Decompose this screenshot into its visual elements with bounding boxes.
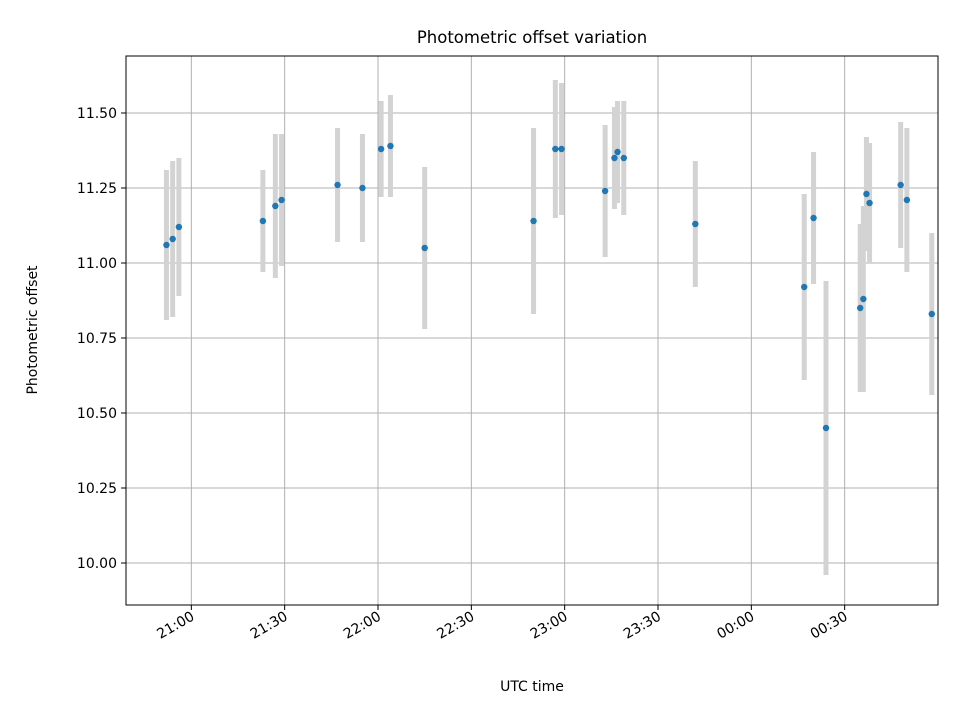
- data-point: [259, 217, 267, 225]
- data-point: [928, 310, 935, 318]
- y-tick-label: 10.50: [77, 406, 117, 422]
- data-point: [866, 199, 873, 207]
- x-axis-label: UTC time: [500, 679, 564, 695]
- data-point: [810, 214, 817, 222]
- data-point: [278, 196, 285, 204]
- data-point: [163, 241, 170, 249]
- data-point: [387, 142, 394, 150]
- data-point: [903, 196, 911, 204]
- y-tick-label: 11.00: [77, 256, 117, 272]
- data-point: [552, 145, 559, 153]
- data-point: [359, 184, 366, 192]
- data-point: [169, 235, 176, 243]
- data-point: [421, 244, 428, 252]
- data-point: [801, 283, 808, 291]
- y-axis-ticks: 10.00 10.25 10.50 10.75 11.00 11.25 11.50: [77, 106, 126, 572]
- data-point: [611, 154, 618, 162]
- data-point: [377, 145, 385, 153]
- data-point: [175, 223, 183, 231]
- plot-frame: [125, 55, 939, 606]
- data-point: [863, 190, 870, 198]
- y-tick-label: 11.50: [77, 106, 117, 122]
- data-point: [692, 220, 699, 228]
- y-axis-label: Photometric offset: [25, 265, 41, 395]
- data-point: [558, 145, 565, 153]
- data-point: [860, 295, 867, 303]
- data-point: [601, 187, 609, 195]
- data-points: [163, 142, 935, 432]
- data-point: [614, 148, 621, 156]
- y-tick-label: 11.25: [77, 181, 117, 197]
- data-point: [822, 424, 830, 432]
- y-tick-label: 10.25: [77, 481, 117, 497]
- y-tick-label: 10.00: [77, 556, 117, 572]
- y-tick-label: 10.75: [77, 331, 117, 347]
- data-point: [620, 154, 627, 162]
- data-point: [272, 202, 279, 210]
- data-point: [334, 181, 341, 189]
- chart-title: Photometric offset variation: [417, 28, 647, 47]
- data-point: [857, 304, 864, 312]
- data-point: [530, 217, 537, 225]
- data-point: [897, 181, 904, 189]
